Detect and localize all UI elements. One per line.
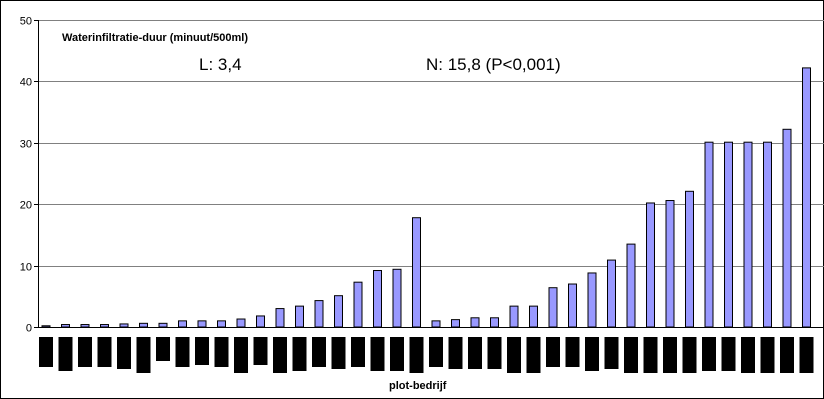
bar: [763, 141, 772, 328]
category-label-block: [351, 337, 365, 367]
bar: [61, 324, 70, 328]
y-axis-ticks: 0 10 20 30 40 50: [20, 16, 38, 335]
bar: [802, 67, 811, 328]
bar: [412, 217, 421, 328]
category-label-block: [312, 337, 326, 367]
category-label-block: [390, 337, 404, 371]
bar: [353, 281, 363, 328]
bar: [80, 324, 90, 328]
bar: [529, 305, 538, 328]
category-label-block: [780, 337, 794, 373]
x-axis-label: plot-bedrijf: [389, 380, 447, 392]
bar: [236, 318, 246, 328]
category-label-block: [682, 337, 697, 373]
category-label-block: [175, 337, 190, 367]
y-tick-label: 40: [20, 77, 32, 89]
y-tick-label: 50: [20, 16, 32, 28]
category-label-block: [273, 337, 287, 373]
bar: [548, 287, 558, 328]
y-tick-label: 30: [20, 139, 32, 151]
bar: [607, 259, 616, 328]
category-label-block: [97, 337, 112, 367]
y-tick-label: 0: [26, 323, 32, 335]
bar: [217, 320, 226, 328]
bar: [314, 300, 324, 328]
category-label-block: [429, 337, 443, 367]
bar: [178, 320, 187, 328]
category-label-block: [741, 337, 755, 373]
category-label-block: [214, 337, 229, 367]
category-label-block: [604, 337, 619, 369]
category-label-block: [702, 337, 716, 371]
bar: [704, 141, 714, 328]
category-label-block: [78, 337, 92, 367]
category-label-block: [39, 337, 53, 367]
category-label-block: [292, 337, 307, 371]
category-label-block: [370, 337, 385, 371]
category-label-block: [721, 337, 736, 371]
bar: [587, 272, 597, 328]
category-label-block: [663, 337, 677, 373]
category-label-block: [58, 337, 73, 371]
category-labels-redacted: [39, 337, 814, 373]
bar: [119, 323, 129, 328]
bar: [197, 320, 207, 328]
bar: [724, 141, 733, 328]
category-label-block: [507, 337, 521, 373]
bar: [626, 243, 636, 328]
category-label-block: [624, 337, 638, 373]
category-label-block: [448, 337, 463, 369]
bar: [334, 295, 343, 328]
annotation-n: N: 15,8 (P<0,001): [426, 55, 561, 74]
bar: [665, 200, 675, 328]
bar: [392, 268, 402, 328]
bar: [743, 141, 753, 328]
bar: [373, 270, 382, 328]
category-label-block: [799, 337, 814, 373]
y-tick-label: 20: [20, 200, 32, 212]
category-label-block: [234, 337, 248, 373]
bar: [100, 324, 109, 328]
y-tick-label: 10: [20, 262, 32, 274]
category-label-block: [643, 337, 658, 373]
category-label-block: [526, 337, 541, 373]
bar: [158, 322, 168, 328]
category-label-block: [565, 337, 580, 367]
category-label-block: [487, 337, 502, 369]
category-label-block: [585, 337, 599, 371]
category-label-block: [117, 337, 131, 369]
category-label-block: [468, 337, 482, 369]
category-label-block: [136, 337, 151, 373]
bar: [509, 305, 519, 328]
bar: [275, 308, 285, 328]
bar: [646, 202, 655, 328]
bar: [568, 283, 577, 328]
category-label-block: [331, 337, 346, 369]
bar: [256, 315, 265, 328]
bar: [295, 305, 304, 328]
bars: [41, 67, 811, 328]
bar: [470, 317, 480, 328]
bar: [685, 190, 694, 328]
annotation-l: L: 3,4: [199, 55, 242, 74]
category-label-block: [409, 337, 424, 373]
bar: [451, 319, 460, 328]
bar: [782, 128, 792, 328]
bar: [431, 320, 441, 328]
category-label-block: [253, 337, 268, 365]
category-label-block: [195, 337, 209, 365]
category-label-block: [156, 337, 170, 361]
bar: [139, 322, 148, 328]
chart-title: Waterinfiltratie-duur (minuut/500ml): [62, 32, 248, 44]
category-label-block: [760, 337, 775, 373]
category-label-block: [546, 337, 560, 367]
bar: [490, 317, 499, 328]
bar: [41, 325, 51, 328]
